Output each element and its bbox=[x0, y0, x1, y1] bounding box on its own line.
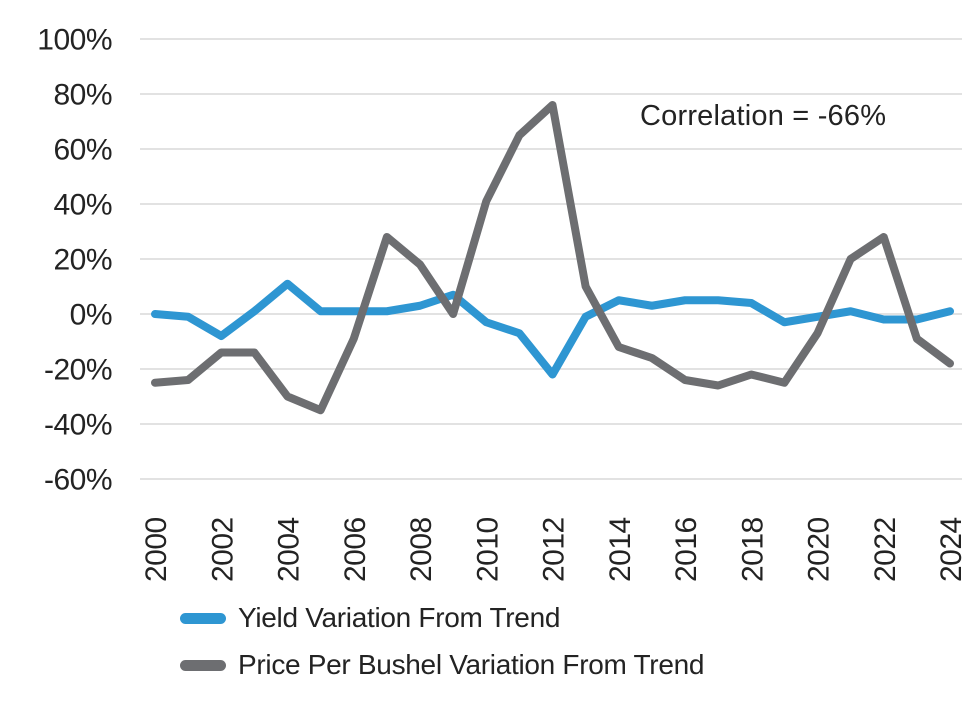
line-chart: 100% 80% 60% 40% 20% 0% -20% -40% -60% 2000 2002 20… bbox=[37, 24, 968, 583]
yield-variation-line bbox=[151, 279, 954, 379]
yield-legend-label: Yield Variation From Trend bbox=[238, 602, 561, 633]
y-axis-tick-label: 20% bbox=[53, 244, 112, 277]
y-axis-tick-label: 80% bbox=[53, 79, 112, 112]
x-axis-tick-label: 2008 bbox=[405, 517, 438, 582]
x-axis-tick-label: 2014 bbox=[604, 517, 637, 582]
x-axis-tick-label: 2020 bbox=[803, 517, 836, 582]
correlation-annotation: Correlation = -66% bbox=[640, 100, 887, 132]
price-line-swatch-icon bbox=[180, 659, 226, 671]
x-axis-tick-label: 2010 bbox=[471, 517, 504, 582]
x-axis-tick-label: 2002 bbox=[206, 517, 239, 582]
x-axis-tick-label: 2022 bbox=[869, 517, 902, 582]
x-axis-tick-label: 2012 bbox=[538, 517, 571, 582]
y-axis-tick-label: -20% bbox=[44, 354, 112, 387]
legend: Yield Variation From Trend Price Per Bus… bbox=[180, 601, 704, 682]
y-axis-tick-label: 60% bbox=[53, 134, 112, 167]
y-axis-tick-label: -60% bbox=[44, 464, 112, 497]
x-axis-tick-label: 2018 bbox=[736, 517, 769, 582]
y-axis-tick-label: -40% bbox=[44, 409, 112, 442]
x-axis-tick-label: 2004 bbox=[273, 517, 306, 582]
x-axis-tick-label: 2000 bbox=[140, 517, 173, 582]
price-legend-label: Price Per Bushel Variation From Trend bbox=[238, 649, 705, 680]
legend-item-price: Price Per Bushel Variation From Trend bbox=[180, 648, 704, 682]
y-axis-tick-label: 40% bbox=[53, 189, 112, 222]
yield-line-swatch-icon bbox=[180, 612, 226, 624]
legend-item-yield: Yield Variation From Trend bbox=[180, 601, 704, 635]
price-variation-line bbox=[151, 101, 954, 415]
y-axis-tick-label: 100% bbox=[37, 24, 112, 57]
x-axis-tick-label: 2024 bbox=[935, 517, 968, 582]
y-axis-tick-label: 0% bbox=[70, 299, 112, 332]
x-axis-tick-label: 2006 bbox=[339, 517, 372, 582]
x-axis-tick-label: 2016 bbox=[670, 517, 703, 582]
